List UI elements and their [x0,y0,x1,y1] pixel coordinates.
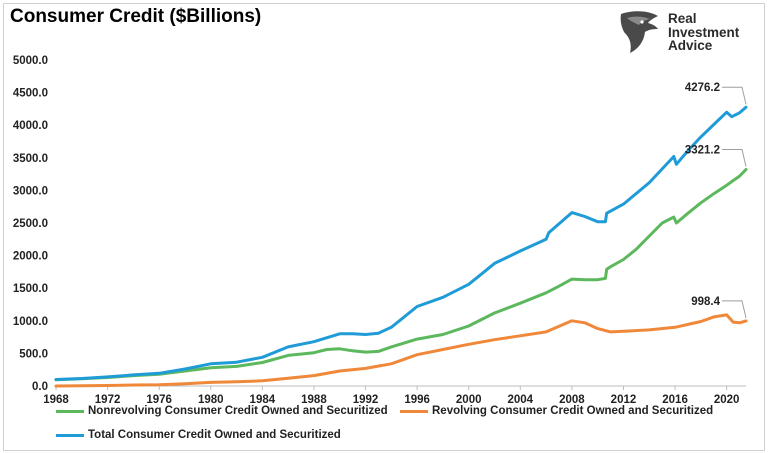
y-tick-label: 1500.0 [13,283,48,295]
end-label-nonrevolving: 3321.2 [685,144,720,156]
y-tick-label: 0.0 [32,381,48,393]
x-tick-label: 1992 [353,394,379,406]
series-line-revolving [54,313,748,388]
series-line-total [54,105,748,381]
x-axis-ticks: 1968 1972 1976 1980 1984 1988 1992 1996 2000 2004… [43,386,739,406]
label-leader-line [722,148,747,167]
eagle-head-icon [620,11,658,53]
x-tick-label: 1968 [43,394,69,406]
x-tick-label: 2012 [611,394,637,406]
legend-item-total: Total Consumer Credit Owned and Securiti… [56,429,341,441]
legend-swatch-nonrevolving [56,409,84,413]
logo-line-3: Advice [668,38,713,53]
x-tick-label: 1980 [198,394,224,406]
x-tick-label: 2004 [508,394,534,406]
logo-line-1: Real [668,11,697,26]
legend: Nonrevolving Consumer Credit Owned and S… [50,405,760,449]
x-tick-label: 1984 [250,394,276,406]
legend-item-revolving: Revolving Consumer Credit Owned and Secu… [400,405,713,417]
x-tick-label: 1976 [146,394,172,406]
y-tick-label: 4000.0 [13,120,48,132]
legend-swatch-total [56,433,84,437]
legend-label-revolving: Revolving Consumer Credit Owned and Secu… [432,405,714,417]
y-tick-label: 3000.0 [13,185,48,197]
legend-label-total: Total Consumer Credit Owned and Securiti… [88,429,341,441]
x-tick-label: 1996 [404,394,430,406]
label-leader-line [722,86,747,105]
y-tick-label: 1000.0 [13,316,48,328]
y-tick-label: 4500.0 [13,88,48,100]
end-label-total: 4276.2 [685,82,720,94]
x-tick-label: 1988 [301,394,327,406]
y-tick-label: 2500.0 [13,218,48,230]
y-tick-label: 2000.0 [13,251,48,263]
line-chart: 0.0 500.0 1000.0 1500.0 2000.0 2500.0 3000.0 35… [13,55,748,406]
logo: Real Investment Advice [618,10,758,58]
y-tick-label: 500.0 [19,348,48,360]
data-labels: 3321.2 998.4 4276.2 [685,82,747,319]
x-tick-label: 1972 [95,394,121,406]
y-tick-label: 5000.0 [13,55,48,67]
label-leader-line [722,300,747,319]
chart-title: Consumer Credit ($Billions) [10,6,262,27]
series-lines [54,105,748,388]
legend-label-nonrevolving: Nonrevolving Consumer Credit Owned and S… [88,405,388,417]
legend-swatch-revolving [400,409,428,413]
legend-item-nonrevolving: Nonrevolving Consumer Credit Owned and S… [56,405,388,417]
end-label-revolving: 998.4 [691,296,720,308]
y-tick-label: 3500.0 [13,153,48,165]
series-line-nonrevolving [54,168,748,382]
x-tick-label: 2020 [714,394,740,406]
logo-line-2: Investment [668,24,740,40]
x-tick-label: 2016 [662,394,688,406]
x-tick-label: 2000 [456,394,482,406]
x-tick-label: 2008 [559,394,585,406]
y-axis-ticks: 0.0 500.0 1000.0 1500.0 2000.0 2500.0 3000.0 35… [13,55,48,393]
